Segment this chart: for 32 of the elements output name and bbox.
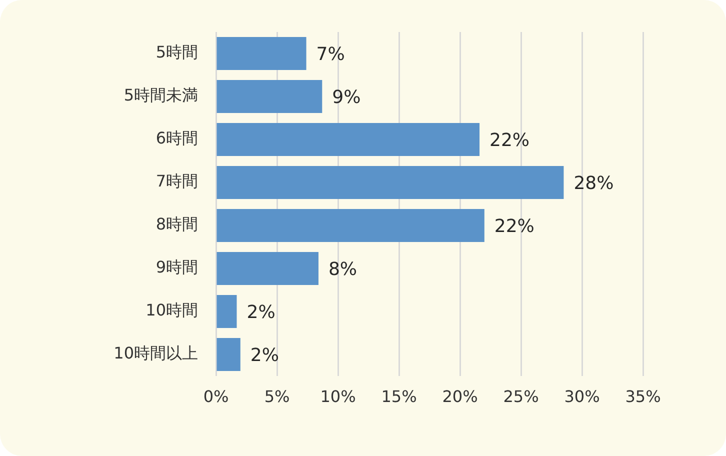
y-tick-label: 5時間未満 <box>124 86 198 105</box>
x-tick-label: 5% <box>264 386 290 406</box>
bar <box>216 166 564 200</box>
y-tick-label: 7時間 <box>156 172 198 191</box>
bar <box>216 338 240 372</box>
bar <box>216 252 318 286</box>
y-tick-label: 5時間 <box>156 42 198 62</box>
data-label: 28% <box>574 173 614 194</box>
y-tick-label: 10時間以上 <box>114 344 198 363</box>
data-label: 9% <box>332 87 361 108</box>
data-label: 22% <box>494 216 534 238</box>
x-tick-label: 25% <box>503 386 539 406</box>
bar <box>216 36 306 70</box>
data-label: 7% <box>316 44 345 66</box>
data-label: 8% <box>328 259 358 280</box>
y-tick-label: 8時間 <box>156 214 198 234</box>
x-tick-label: 10% <box>320 386 356 406</box>
data-label: 2% <box>246 302 276 324</box>
x-tick-label: 15% <box>381 386 417 406</box>
bar <box>216 122 480 156</box>
data-label: 22% <box>490 130 530 152</box>
x-tick-label: 0% <box>203 386 229 406</box>
y-tick-label: 9時間 <box>156 258 198 277</box>
bar <box>216 80 322 114</box>
y-tick-label: 10時間 <box>146 300 198 320</box>
x-tick-label: 20% <box>442 386 478 406</box>
x-tick-label: 35% <box>625 386 661 406</box>
data-label: 2% <box>250 345 279 366</box>
x-tick-label: 30% <box>564 386 600 406</box>
y-tick-label: 6時間 <box>156 128 198 148</box>
bar <box>216 294 237 328</box>
bar <box>216 208 484 242</box>
